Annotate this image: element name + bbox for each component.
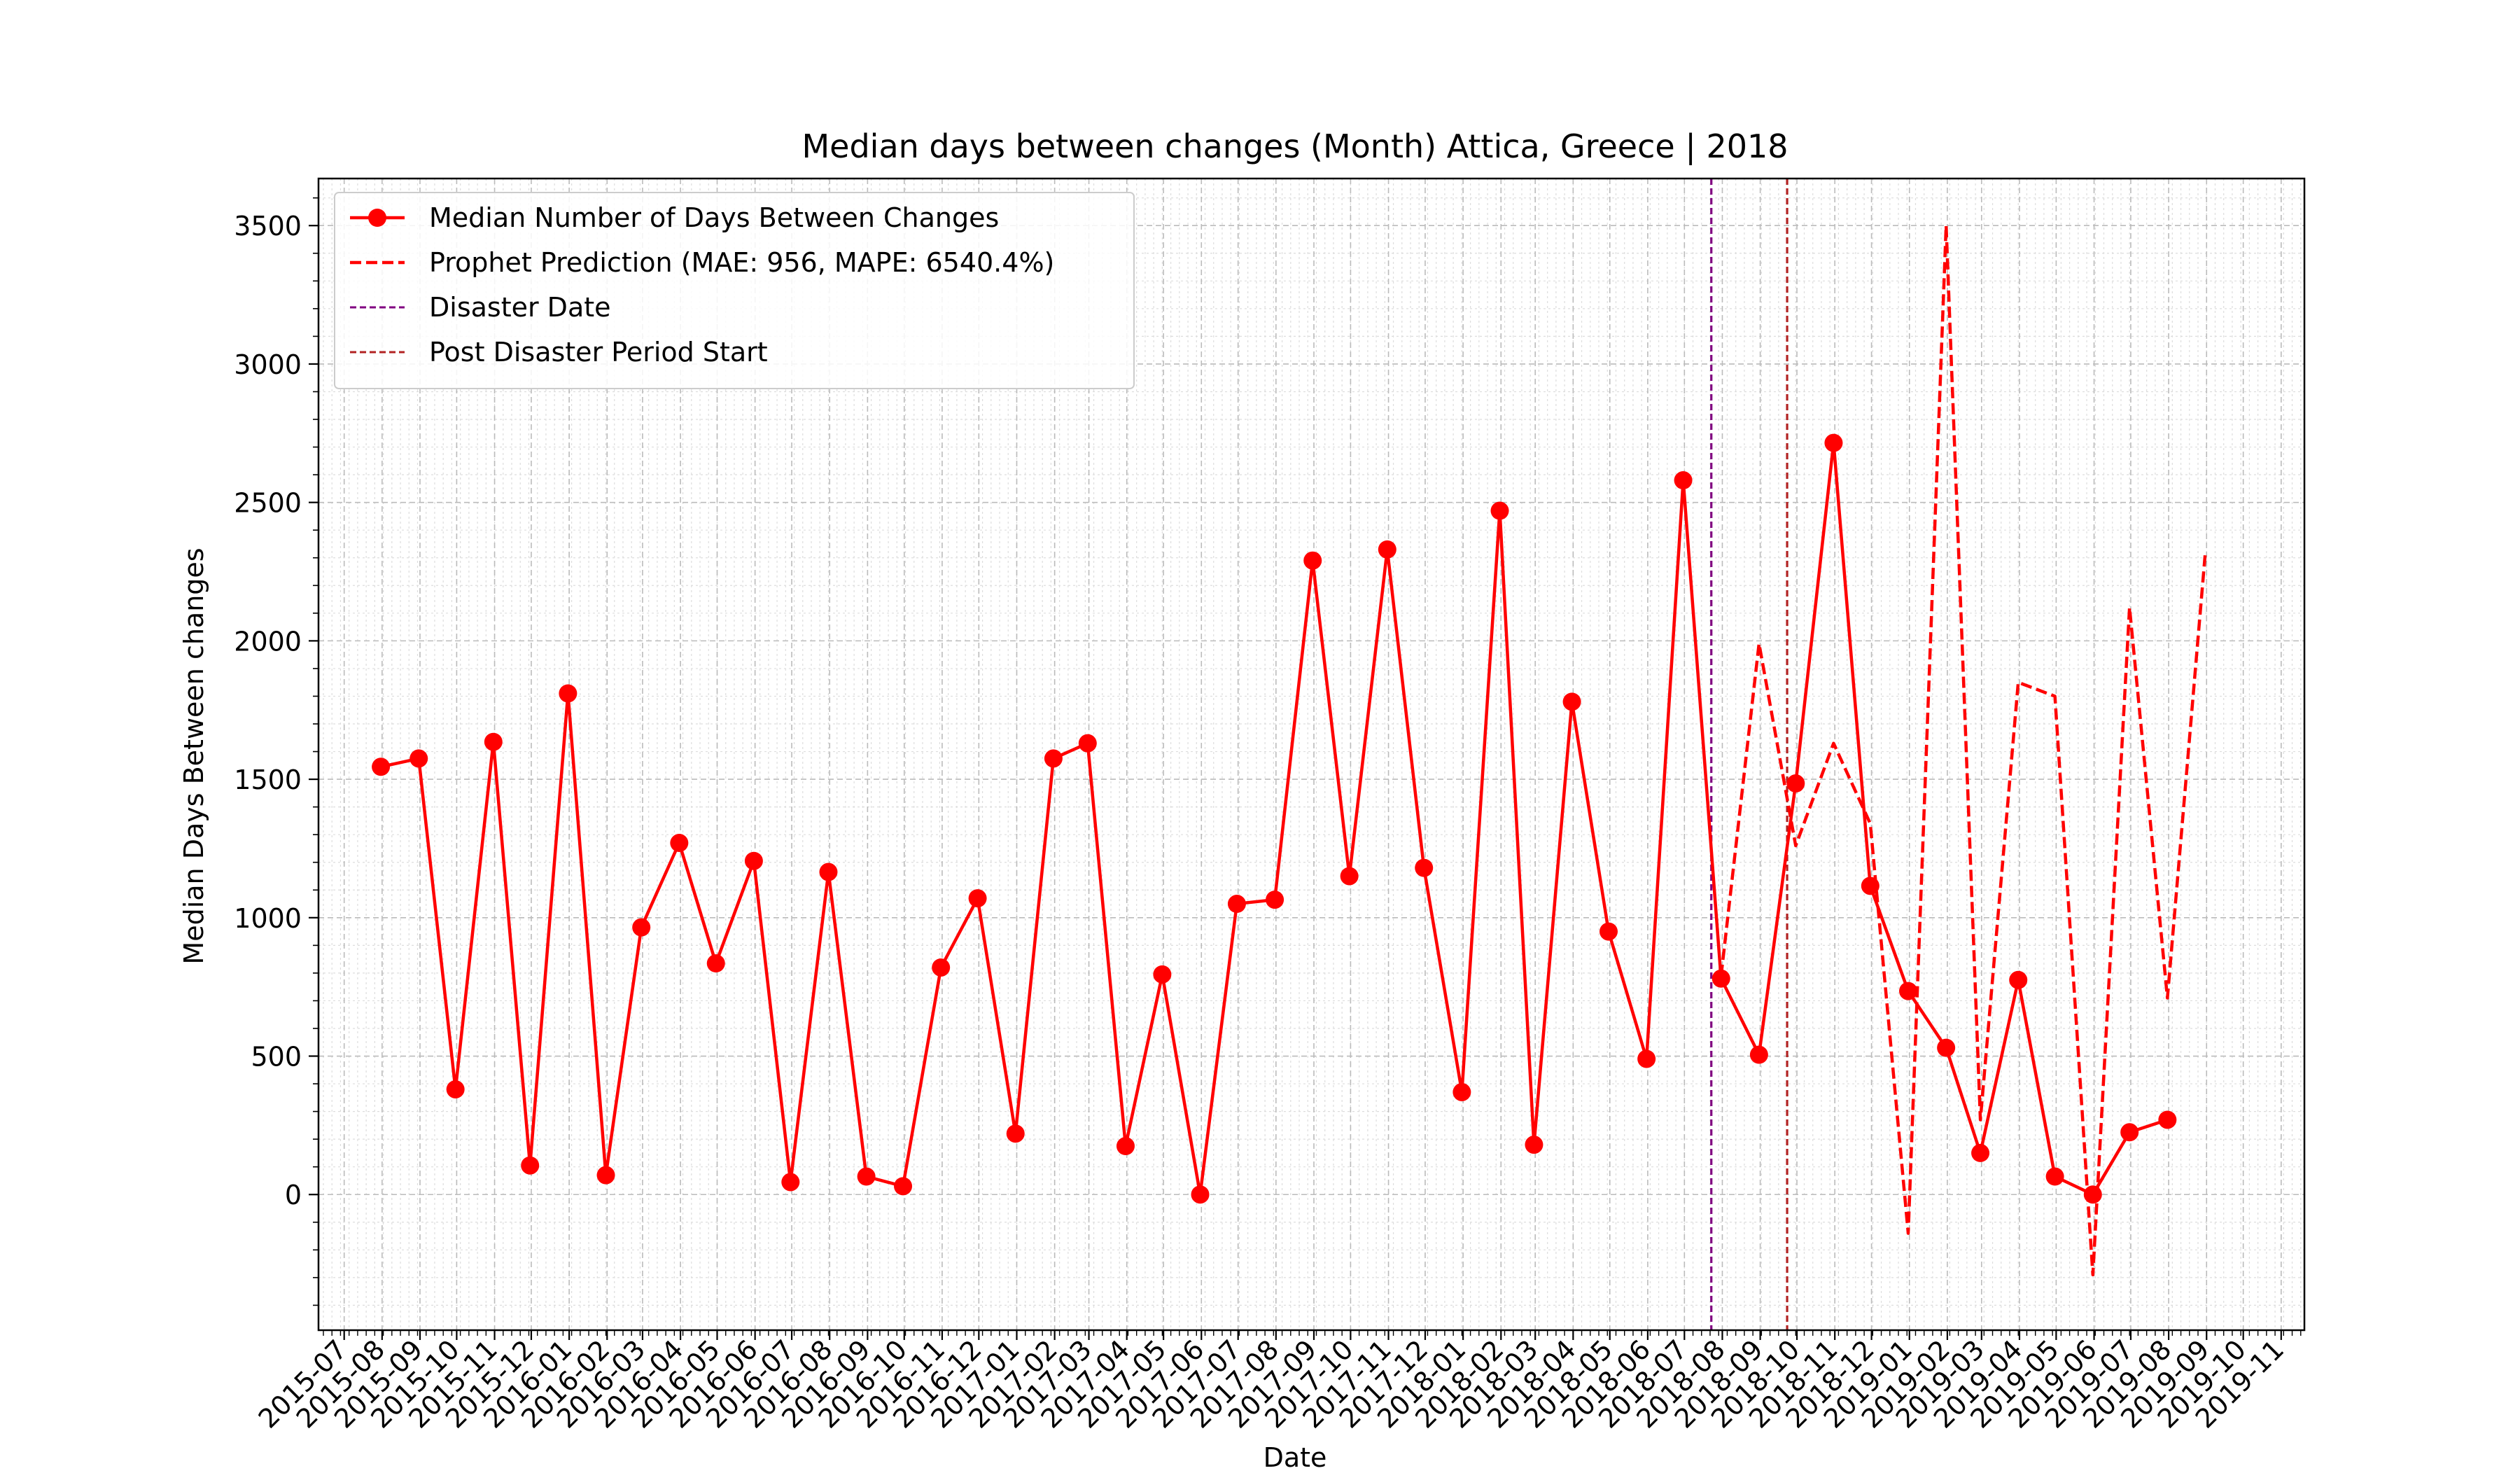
data-point <box>857 1167 876 1186</box>
legend-swatch-marker <box>368 209 386 227</box>
data-point <box>968 889 987 908</box>
y-tick-label: 0 <box>285 1180 302 1210</box>
x-axis: 2015-072015-082015-092015-102015-112015-… <box>253 1330 2302 1434</box>
y-axis: 0 500 1000 1500 2000 2500 3000 3500 <box>234 197 318 1306</box>
y-tick-label: 2000 <box>234 626 302 657</box>
axes-frame <box>317 177 2306 1332</box>
data-point <box>781 1173 800 1192</box>
legend-label: Disaster Date <box>429 292 611 323</box>
y-tick-label: 1500 <box>234 765 302 795</box>
actual-series-markers <box>372 433 2177 1204</box>
data-point <box>1786 774 1805 793</box>
legend-label: Prophet Prediction (MAE: 956, MAPE: 6540… <box>429 247 1054 278</box>
y-axis-label: Median Days Between changes <box>178 547 209 964</box>
data-point <box>1824 433 1843 452</box>
data-point <box>1712 969 1730 988</box>
data-point <box>2009 970 2028 989</box>
data-point <box>1153 965 1172 984</box>
legend-box <box>334 192 1135 389</box>
data-point <box>2120 1123 2139 1142</box>
data-point <box>1937 1038 1956 1057</box>
data-point <box>670 834 689 853</box>
data-point <box>1340 867 1359 886</box>
data-point <box>446 1080 465 1098</box>
chart-title: Median days between changes (Month) Atti… <box>802 127 1788 166</box>
legend-label: Median Number of Days Between Changes <box>429 202 999 233</box>
y-tick-label: 3500 <box>234 211 302 242</box>
data-point <box>1452 1082 1471 1101</box>
data-point <box>1674 471 1693 490</box>
data-point <box>2045 1167 2064 1186</box>
data-point <box>1415 858 1434 877</box>
data-point <box>559 684 578 703</box>
data-point <box>1637 1049 1656 1068</box>
y-tick-label: 3000 <box>234 349 302 380</box>
data-point <box>2158 1110 2177 1129</box>
data-point <box>1303 551 1322 570</box>
data-point <box>410 749 428 768</box>
prediction-series-line <box>1719 223 2207 1277</box>
data-point <box>632 918 651 937</box>
legend-label: Post Disaster Period Start <box>429 337 768 368</box>
data-point <box>819 863 838 881</box>
data-point <box>1600 922 1618 941</box>
data-point <box>1898 982 1917 1000</box>
data-point <box>744 851 763 870</box>
data-point <box>1116 1137 1135 1156</box>
y-tick-label: 2500 <box>234 488 302 519</box>
data-point <box>1006 1124 1025 1143</box>
data-point <box>1971 1143 1990 1162</box>
data-point <box>1562 692 1581 711</box>
y-tick-label: 1000 <box>234 903 302 934</box>
data-point <box>894 1177 913 1196</box>
data-point <box>521 1156 540 1175</box>
data-point <box>706 954 725 973</box>
data-point <box>1749 1045 1768 1064</box>
data-point <box>1191 1185 1210 1204</box>
y-tick-label: 500 <box>251 1042 302 1073</box>
data-point <box>1078 734 1097 753</box>
data-point <box>1490 501 1509 520</box>
x-axis-label: Date <box>1264 1442 1327 1470</box>
data-point <box>1378 540 1396 559</box>
data-point <box>1525 1136 1544 1154</box>
data-point <box>1044 749 1063 768</box>
data-point <box>1266 891 1284 909</box>
data-point <box>1227 895 1246 914</box>
data-point <box>484 732 503 751</box>
legend: Median Number of Days Between Changes Pro… <box>334 192 1135 389</box>
data-point <box>932 958 951 977</box>
data-point <box>596 1166 615 1185</box>
data-point <box>372 758 391 776</box>
